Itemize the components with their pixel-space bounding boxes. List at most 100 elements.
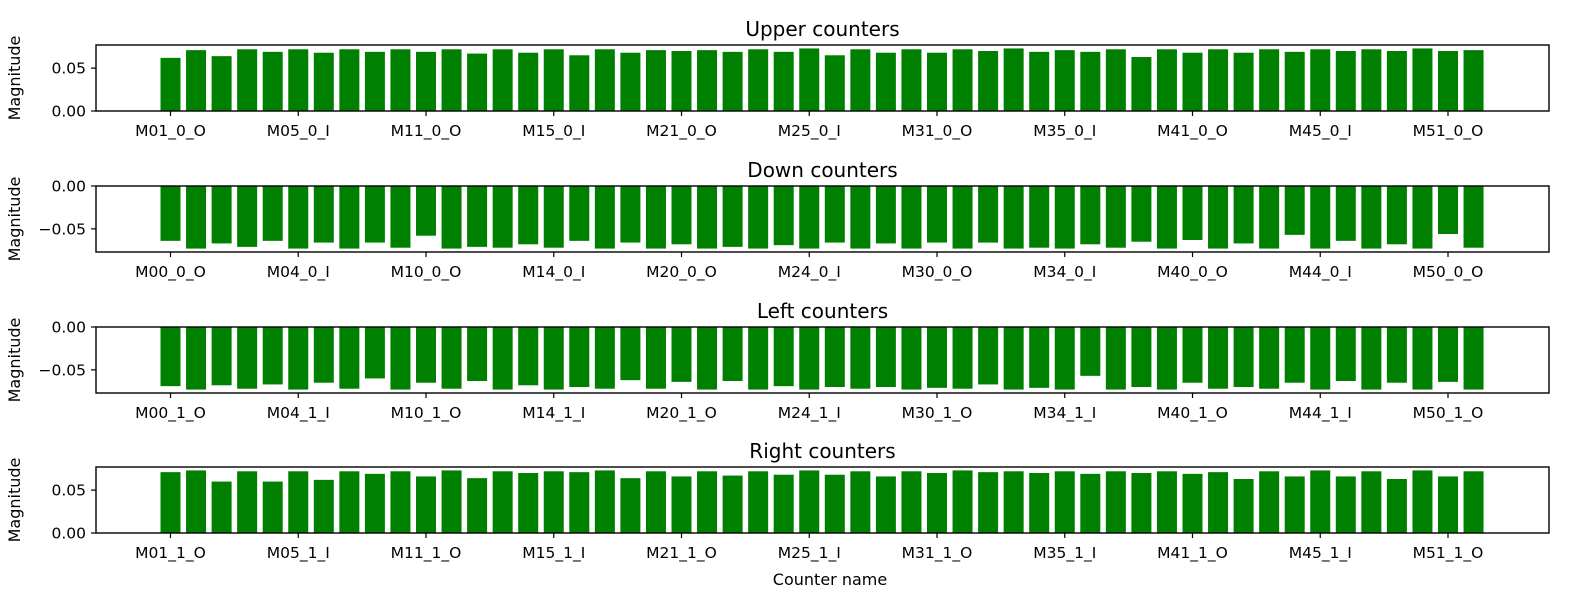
- bar: [518, 327, 539, 386]
- bar: [1233, 52, 1254, 111]
- x-tick-label: M01_1_O: [135, 544, 206, 563]
- bar: [313, 186, 334, 243]
- x-tick-label: M25_0_I: [778, 122, 841, 141]
- bar: [620, 186, 641, 243]
- bar: [620, 327, 641, 381]
- bar: [1284, 327, 1305, 383]
- bar: [313, 327, 334, 383]
- bar: [1131, 186, 1152, 242]
- x-tick-label: M44_1_I: [1289, 404, 1352, 423]
- bar: [1029, 51, 1050, 111]
- bar: [671, 476, 692, 533]
- bar: [722, 475, 743, 533]
- bar: [978, 472, 999, 533]
- bar: [1438, 327, 1458, 382]
- bar: [620, 478, 641, 533]
- bar: [1080, 186, 1101, 245]
- bar: [160, 327, 181, 387]
- x-tick-label: M04_1_I: [267, 404, 330, 423]
- bar: [1003, 48, 1024, 111]
- bar: [1438, 186, 1458, 234]
- bar: [1412, 470, 1433, 533]
- y-axis-label: Magnitude: [5, 318, 24, 403]
- bar: [1156, 49, 1177, 111]
- y-tick-label: 0.00: [51, 525, 86, 543]
- plot-frame: [95, 326, 1550, 394]
- bar: [1080, 51, 1101, 111]
- x-tick-label: M24_0_I: [778, 263, 841, 282]
- bar: [1259, 471, 1280, 533]
- x-tick-label: M15_1_I: [522, 544, 585, 563]
- x-tick-label: M45_1_I: [1289, 544, 1352, 563]
- panel-title: Upper counters: [745, 17, 899, 41]
- bar: [441, 49, 462, 111]
- bar: [1003, 471, 1024, 533]
- y-tick-label: 0.05: [51, 482, 86, 500]
- bar: [722, 186, 743, 247]
- bar: [492, 327, 513, 390]
- bar: [697, 471, 718, 533]
- bar: [1361, 186, 1382, 249]
- bar: [416, 476, 436, 533]
- bar: [1310, 186, 1331, 249]
- bar: [594, 49, 615, 111]
- bar: [1463, 327, 1484, 390]
- bar: [186, 470, 207, 533]
- bar: [1054, 327, 1075, 390]
- y-axis-label: Magnitude: [5, 36, 24, 121]
- bar: [1105, 471, 1126, 533]
- bar: [594, 186, 615, 249]
- bar: [441, 327, 462, 389]
- bar: [569, 186, 590, 241]
- bar: [748, 327, 769, 390]
- panel-1: Upper counters Magnitude 0.00 0.05 M01_0_O M0…: [5, 17, 1550, 141]
- x-tick-label: M40_0_O: [1157, 263, 1228, 282]
- bar: [1310, 327, 1331, 390]
- bar: [799, 48, 820, 111]
- bar: [1361, 49, 1382, 111]
- bar: [824, 474, 845, 533]
- bar: [262, 327, 283, 385]
- x-tick-label: M10_1_O: [391, 404, 462, 423]
- bar: [237, 471, 258, 533]
- y-tick-label: 0.05: [51, 60, 86, 78]
- bar: [1208, 186, 1229, 249]
- bar: [671, 186, 692, 245]
- x-tick-label: M41_1_O: [1157, 544, 1228, 563]
- bar: [671, 327, 692, 382]
- bar: [773, 51, 794, 111]
- bar: [722, 327, 743, 381]
- bar: [1361, 471, 1382, 533]
- x-tick-label: M05_1_I: [267, 544, 330, 563]
- bar: [875, 327, 896, 387]
- x-tick-label: M25_1_I: [778, 544, 841, 563]
- bar: [211, 481, 232, 533]
- bar: [952, 186, 973, 249]
- bar: [1259, 49, 1280, 111]
- bar: [1029, 327, 1050, 388]
- bar: [850, 471, 871, 533]
- bar: [901, 471, 922, 533]
- panel-title: Right counters: [749, 439, 895, 463]
- bar: [1438, 51, 1458, 111]
- panel-2: Down counters Magnitude 0.00 −0.05 M00_0_O M0…: [5, 158, 1550, 282]
- bar: [875, 52, 896, 111]
- bar: [978, 327, 999, 385]
- x-tick-label: M30_1_O: [902, 404, 973, 423]
- bar: [799, 470, 820, 533]
- bar: [671, 51, 692, 111]
- bar: [237, 49, 258, 111]
- bar: [160, 186, 181, 241]
- bar: [339, 471, 360, 533]
- bar: [1412, 186, 1433, 249]
- bar: [1003, 327, 1024, 390]
- bar: [1284, 186, 1305, 235]
- bar: [594, 327, 615, 389]
- y-tick-label: 0.00: [51, 319, 86, 337]
- bar: [416, 186, 436, 236]
- x-tick-label: M10_0_O: [391, 263, 462, 282]
- bar: [160, 472, 181, 533]
- bar: [645, 471, 666, 533]
- x-tick-label: M05_0_I: [267, 122, 330, 141]
